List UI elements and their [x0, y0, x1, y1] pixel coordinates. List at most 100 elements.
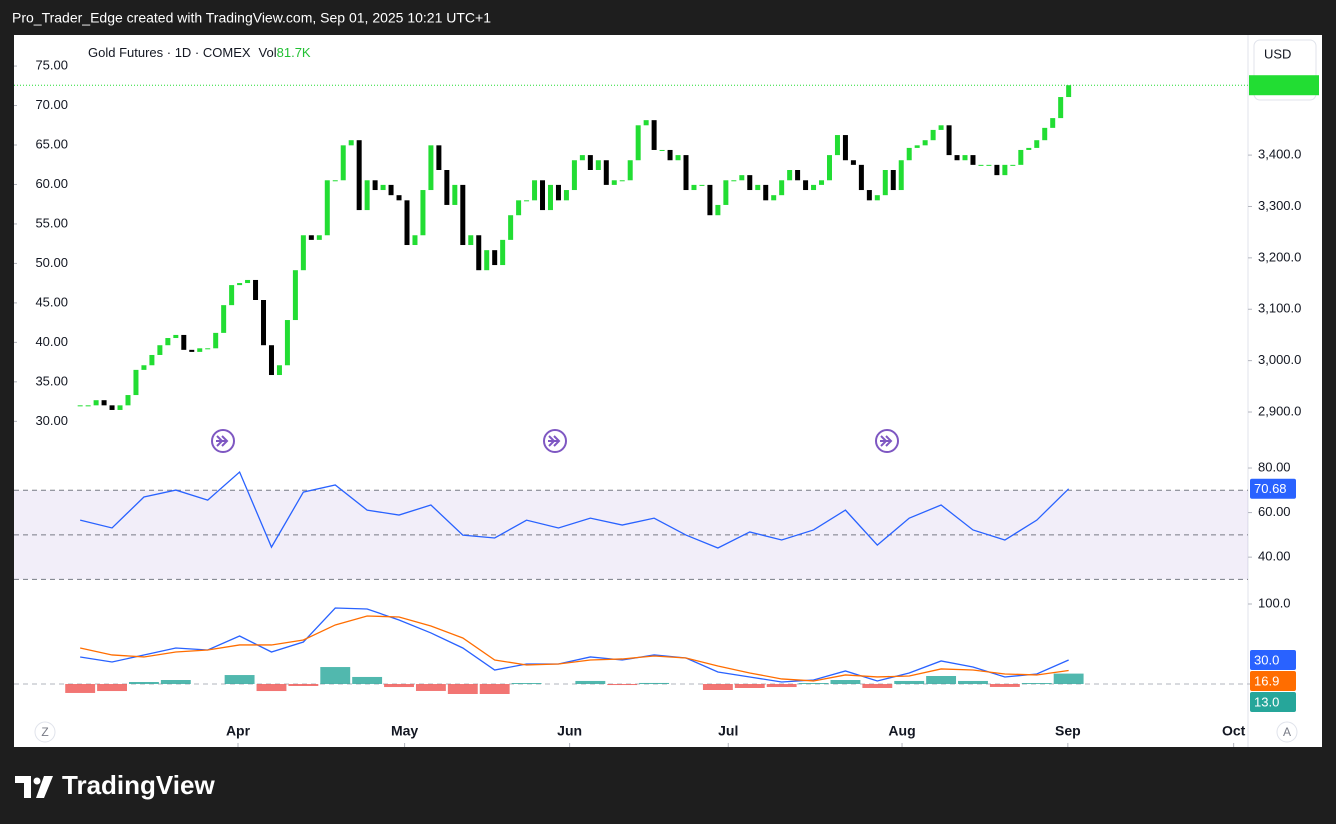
- y-tick-label: 3,000.0: [1258, 352, 1301, 367]
- candle: [197, 348, 203, 352]
- y-tick-label: 3,200.0: [1258, 249, 1301, 264]
- candle: [1018, 149, 1024, 165]
- x-tick-label: Jun: [557, 723, 582, 739]
- candle: [970, 155, 976, 165]
- volume-label: Vol: [259, 45, 277, 60]
- histogram-bar: [320, 667, 351, 684]
- header: Pro_Trader_Edge created with TradingView…: [12, 10, 491, 26]
- button-label[interactable]: A: [1283, 725, 1291, 739]
- candle: [922, 140, 928, 146]
- y-tick-label: 2,900.0: [1258, 403, 1301, 418]
- candle: [1034, 140, 1040, 148]
- candle: [882, 170, 888, 196]
- button[interactable]: [34, 721, 56, 743]
- candle: [619, 180, 625, 182]
- y2-tick-label: 75.00: [35, 57, 68, 72]
- x-tick-label: Apr: [226, 723, 251, 739]
- candle: [1066, 85, 1072, 98]
- candle: [858, 164, 864, 191]
- candle: [125, 395, 131, 406]
- candle: [484, 250, 490, 271]
- candle: [524, 200, 530, 202]
- candle: [914, 145, 920, 148]
- candle: [508, 215, 514, 240]
- candle: [189, 349, 195, 352]
- button-label[interactable]: Z: [41, 725, 48, 739]
- candle: [276, 365, 282, 376]
- histogram-bar: [639, 682, 670, 684]
- value-box: [1250, 692, 1296, 712]
- candle: [795, 170, 801, 181]
- histogram-bar: [989, 684, 1020, 687]
- candle: [715, 204, 721, 216]
- y-tick-label: 40.00: [1258, 549, 1291, 564]
- candle: [268, 345, 274, 376]
- candle: [364, 180, 370, 211]
- candle: [468, 235, 474, 246]
- candle: [691, 184, 697, 191]
- candle: [1026, 147, 1032, 150]
- x-tick-label: Oct: [1222, 723, 1246, 739]
- candle: [141, 365, 147, 370]
- histogram-bar: [607, 684, 638, 686]
- candle: [611, 180, 617, 185]
- candle: [500, 239, 506, 266]
- value-box: [1250, 650, 1296, 670]
- candle: [380, 184, 386, 191]
- candle: [348, 140, 354, 146]
- candle: [372, 180, 378, 191]
- candle: [962, 155, 968, 161]
- candle: [388, 184, 394, 196]
- candle: [779, 180, 785, 196]
- candle: [516, 200, 522, 216]
- candle: [930, 129, 936, 141]
- candle: [787, 170, 793, 181]
- value-box-label: 16.9: [1254, 673, 1279, 688]
- y-tick-label: 100.0: [1258, 595, 1291, 610]
- candle: [643, 120, 649, 126]
- legend: Gold Futures · 1D · COMEX Vol81.7K: [88, 45, 311, 60]
- candle: [850, 160, 856, 165]
- candle: [723, 180, 729, 205]
- candle: [245, 279, 251, 284]
- logo-text: TradingView: [62, 770, 215, 800]
- candle: [842, 135, 848, 161]
- candle: [253, 279, 259, 300]
- candle: [954, 155, 960, 161]
- histogram-bar: [894, 680, 925, 684]
- candle: [994, 164, 1000, 176]
- histogram-bar: [447, 684, 478, 694]
- candle: [771, 195, 777, 201]
- candle: [763, 184, 769, 201]
- histogram-bar: [128, 682, 159, 684]
- candle: [117, 405, 123, 410]
- candle: [834, 135, 840, 156]
- candle: [492, 250, 498, 266]
- candle: [890, 170, 896, 191]
- histogram-bar: [256, 684, 287, 692]
- currency[interactable]: USD: [1264, 46, 1291, 61]
- histogram-bar: [384, 684, 414, 688]
- candle: [101, 400, 107, 406]
- value-box-label: 13.0: [1254, 694, 1279, 709]
- button[interactable]: [1276, 721, 1298, 743]
- candle: [229, 285, 235, 306]
- candle: [866, 190, 872, 201]
- candle: [237, 283, 243, 286]
- rsi-line: [80, 470, 1070, 549]
- candle: [603, 160, 609, 185]
- candle: [651, 120, 657, 150]
- candle: [77, 405, 83, 407]
- candle: [819, 180, 825, 185]
- histogram-bar: [511, 683, 542, 684]
- candle: [938, 125, 944, 130]
- histogram-bar: [160, 680, 191, 684]
- candle: [324, 180, 330, 236]
- candle: [332, 180, 338, 182]
- y2-tick-label: 65.00: [35, 136, 68, 151]
- candle: [133, 369, 139, 396]
- candle: [627, 160, 633, 181]
- x-tick-label: Aug: [888, 723, 915, 739]
- candle: [547, 184, 553, 211]
